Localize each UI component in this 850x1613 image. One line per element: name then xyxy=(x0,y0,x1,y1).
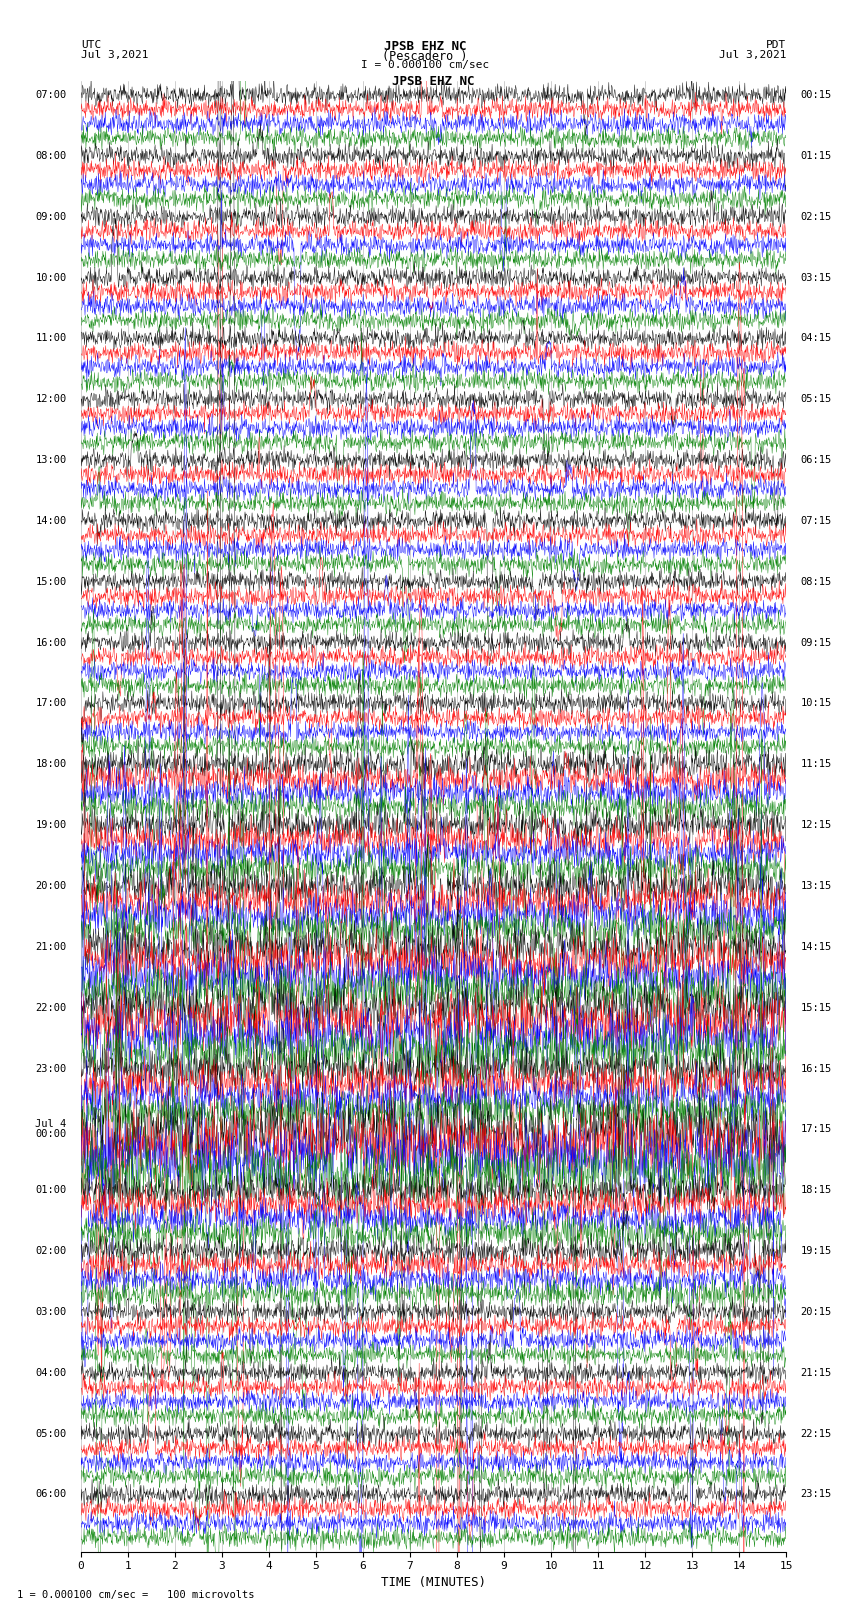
Text: 22:15: 22:15 xyxy=(801,1429,831,1439)
Text: 04:15: 04:15 xyxy=(801,334,831,344)
Text: 16:00: 16:00 xyxy=(36,637,66,647)
Text: 07:00: 07:00 xyxy=(36,90,66,100)
Text: JPSB EHZ NC: JPSB EHZ NC xyxy=(383,40,467,53)
Text: JPSB EHZ NC: JPSB EHZ NC xyxy=(392,74,475,87)
Text: 03:15: 03:15 xyxy=(801,273,831,282)
Text: 05:00: 05:00 xyxy=(36,1429,66,1439)
Text: Jul 4: Jul 4 xyxy=(36,1119,66,1129)
Text: 17:15: 17:15 xyxy=(801,1124,831,1134)
Text: 09:15: 09:15 xyxy=(801,637,831,647)
Text: 14:15: 14:15 xyxy=(801,942,831,952)
Text: 16:15: 16:15 xyxy=(801,1063,831,1074)
Text: 23:15: 23:15 xyxy=(801,1489,831,1500)
Text: 03:00: 03:00 xyxy=(36,1307,66,1316)
Text: 08:00: 08:00 xyxy=(36,150,66,161)
Text: 01:15: 01:15 xyxy=(801,150,831,161)
Text: 06:00: 06:00 xyxy=(36,1489,66,1500)
Text: 13:00: 13:00 xyxy=(36,455,66,465)
Text: 15:00: 15:00 xyxy=(36,577,66,587)
Text: 15:15: 15:15 xyxy=(801,1003,831,1013)
Text: 02:00: 02:00 xyxy=(36,1247,66,1257)
Text: 07:15: 07:15 xyxy=(801,516,831,526)
Text: 21:15: 21:15 xyxy=(801,1368,831,1378)
Text: 20:00: 20:00 xyxy=(36,881,66,890)
Text: 20:15: 20:15 xyxy=(801,1307,831,1316)
Text: 10:00: 10:00 xyxy=(36,273,66,282)
Text: 13:15: 13:15 xyxy=(801,881,831,890)
Text: 01:00: 01:00 xyxy=(36,1186,66,1195)
Text: Jul 3,2021: Jul 3,2021 xyxy=(719,50,786,60)
Text: 09:00: 09:00 xyxy=(36,211,66,221)
Text: 17:00: 17:00 xyxy=(36,698,66,708)
Text: UTC: UTC xyxy=(81,40,101,50)
Text: 19:00: 19:00 xyxy=(36,819,66,831)
Text: 11:15: 11:15 xyxy=(801,760,831,769)
Text: 1 = 0.000100 cm/sec =   100 microvolts: 1 = 0.000100 cm/sec = 100 microvolts xyxy=(17,1590,254,1600)
Text: Jul 3,2021: Jul 3,2021 xyxy=(81,50,148,60)
Text: 12:15: 12:15 xyxy=(801,819,831,831)
Text: 12:00: 12:00 xyxy=(36,394,66,405)
Text: 23:00: 23:00 xyxy=(36,1063,66,1074)
Text: 19:15: 19:15 xyxy=(801,1247,831,1257)
Text: 18:00: 18:00 xyxy=(36,760,66,769)
Text: 18:15: 18:15 xyxy=(801,1186,831,1195)
Text: 14:00: 14:00 xyxy=(36,516,66,526)
Text: 00:00: 00:00 xyxy=(36,1129,66,1139)
Text: 10:15: 10:15 xyxy=(801,698,831,708)
Text: 21:00: 21:00 xyxy=(36,942,66,952)
Text: 05:15: 05:15 xyxy=(801,394,831,405)
Text: 04:00: 04:00 xyxy=(36,1368,66,1378)
Text: PDT: PDT xyxy=(766,40,786,50)
Text: 22:00: 22:00 xyxy=(36,1003,66,1013)
Text: 02:15: 02:15 xyxy=(801,211,831,221)
Text: I = 0.000100 cm/sec: I = 0.000100 cm/sec xyxy=(361,60,489,69)
Text: 08:15: 08:15 xyxy=(801,577,831,587)
Text: 11:00: 11:00 xyxy=(36,334,66,344)
Text: 06:15: 06:15 xyxy=(801,455,831,465)
X-axis label: TIME (MINUTES): TIME (MINUTES) xyxy=(381,1576,486,1589)
Text: (Pescadero ): (Pescadero ) xyxy=(382,50,468,63)
Text: 00:15: 00:15 xyxy=(801,90,831,100)
